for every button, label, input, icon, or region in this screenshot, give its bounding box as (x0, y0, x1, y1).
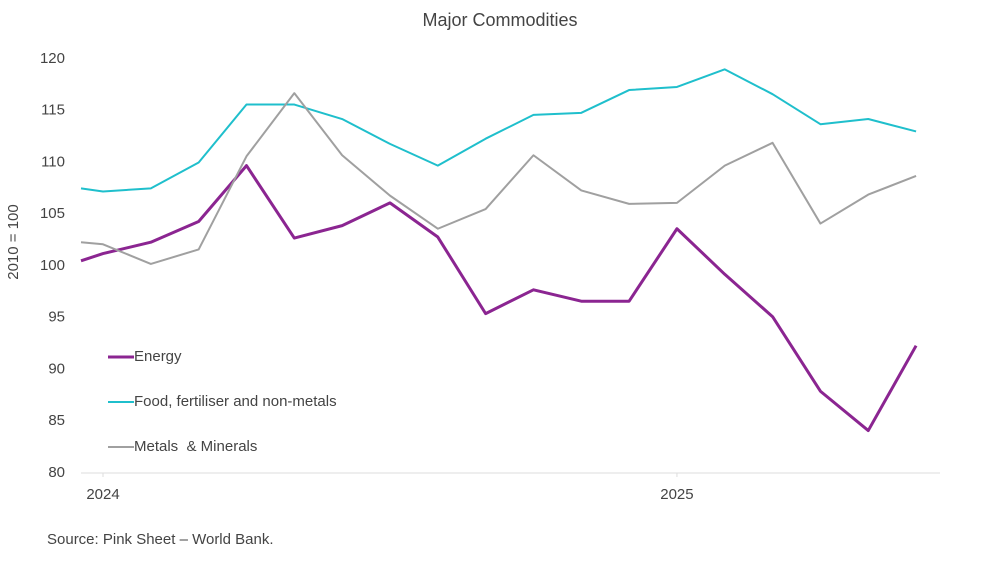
y-tick-label: 85 (48, 412, 65, 429)
y-tick-label: 110 (41, 153, 65, 170)
chart-title: Major Commodities (422, 10, 577, 30)
x-tick-label: 2024 (86, 486, 119, 503)
legend-label: Energy (134, 348, 182, 365)
line-series (80, 92, 917, 265)
legend-label: Metals & Minerals (134, 438, 257, 455)
y-tick-label: 100 (40, 257, 65, 274)
legend-label: Food, fertiliser and non-metals (134, 393, 337, 410)
y-tick-label: 105 (40, 205, 65, 222)
y-tick-label: 120 (40, 50, 65, 67)
line-series (80, 68, 917, 193)
line-series (80, 164, 918, 433)
y-tick-label: 95 (48, 309, 65, 326)
y-tick-label: 90 (48, 360, 65, 377)
source-note: Source: Pink Sheet – World Bank. (47, 531, 274, 548)
y-tick-label: 80 (48, 464, 65, 481)
y-axis-label: 2010 = 100 (5, 204, 22, 280)
x-tick-label: 2025 (660, 486, 693, 503)
y-tick-label: 115 (41, 102, 65, 119)
